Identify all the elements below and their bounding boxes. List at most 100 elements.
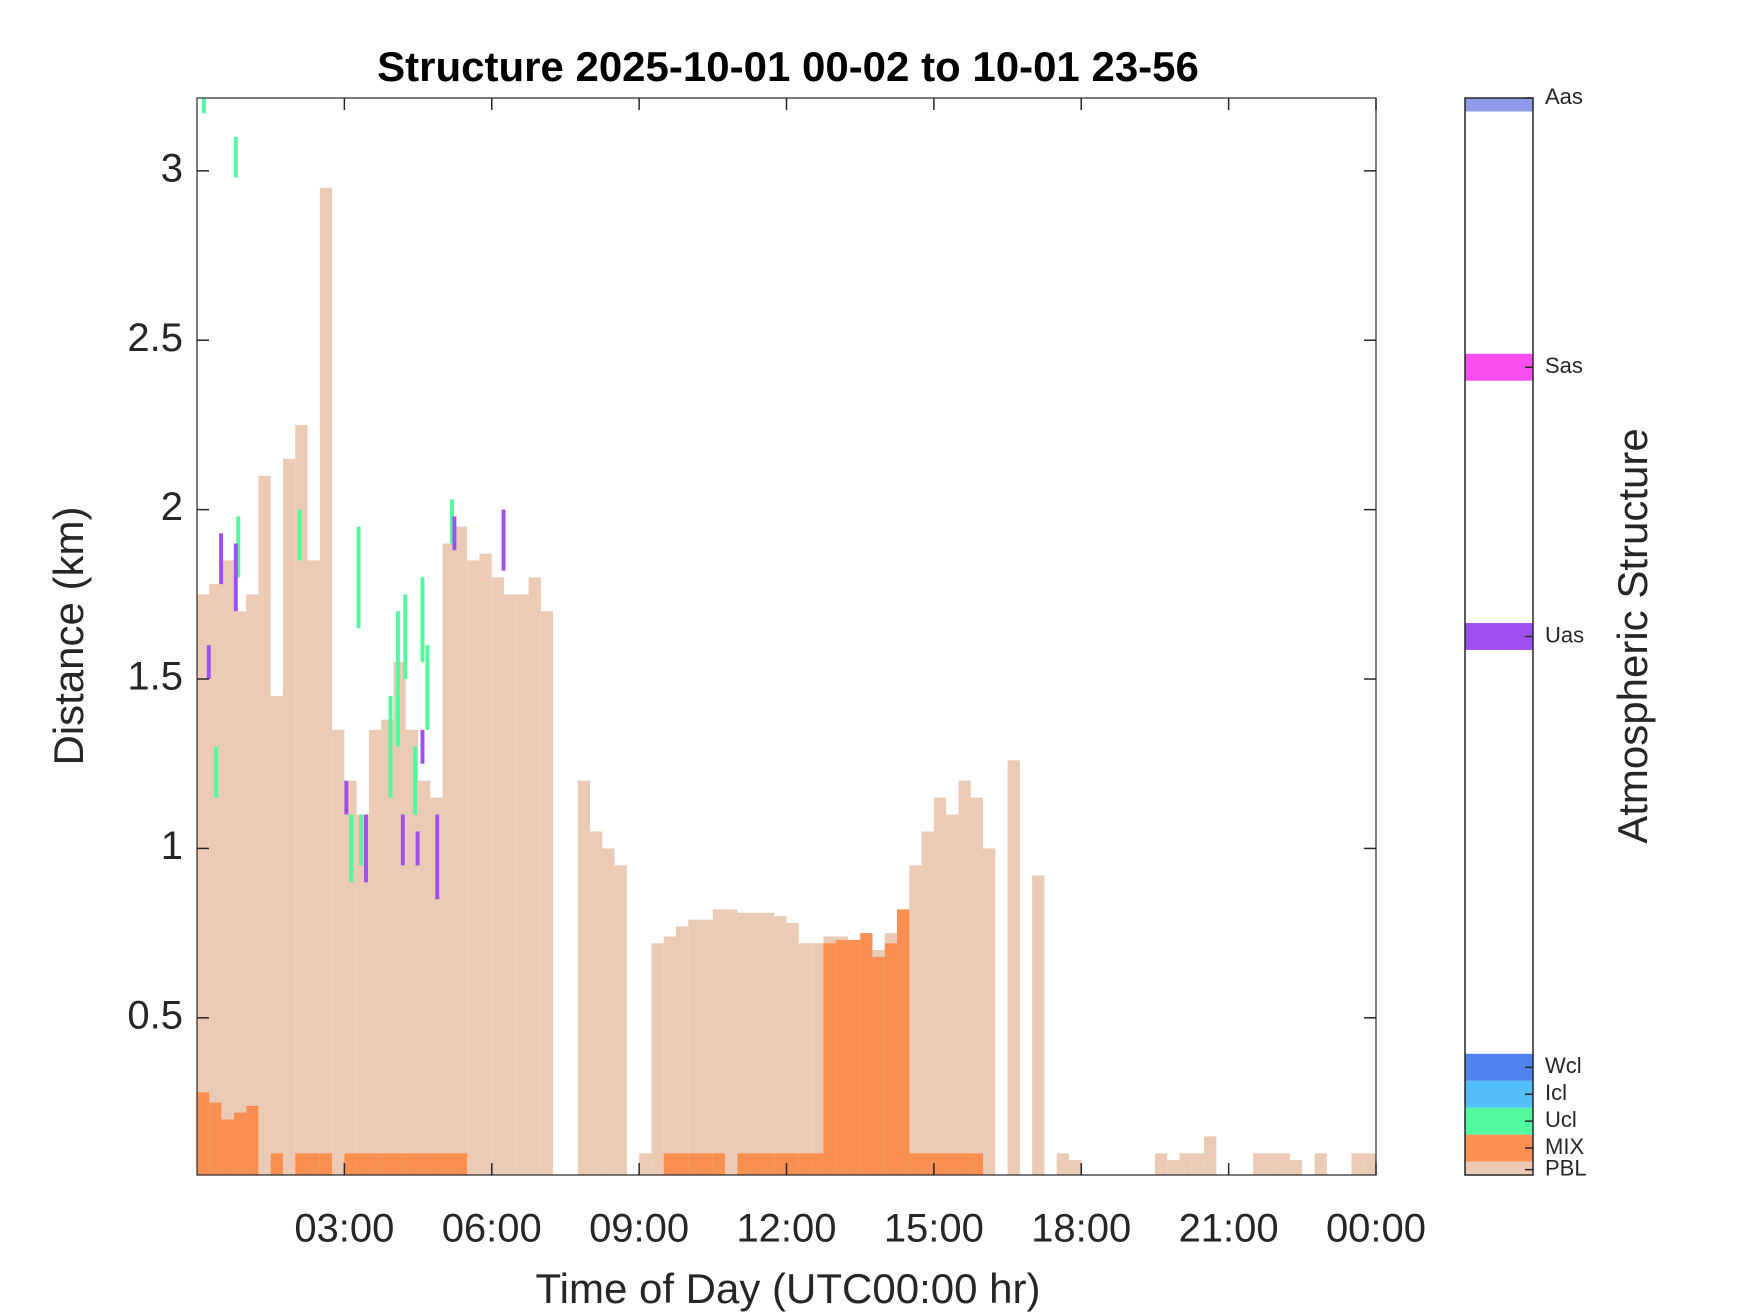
structure-bar — [970, 1153, 983, 1175]
x-tick-label: 06:00 — [442, 1207, 542, 1251]
structure-bar — [393, 1153, 406, 1175]
structure-bar — [1032, 875, 1045, 1175]
structure-bar — [675, 926, 689, 1175]
structure-bar — [798, 1153, 812, 1175]
structure-bar — [491, 577, 505, 1175]
structure-bar — [897, 909, 910, 1175]
colorbar-band — [1465, 1053, 1533, 1081]
structure-bar — [811, 1153, 824, 1175]
structure-segment — [403, 594, 408, 680]
structure-bar — [282, 458, 296, 1175]
structure-bar — [651, 943, 664, 1175]
y-tick-label: 3 — [161, 146, 183, 190]
structure-bar — [737, 912, 750, 1175]
structure-bar — [688, 919, 701, 1175]
structure-bar — [712, 909, 726, 1175]
structure-segment — [413, 746, 418, 815]
structure-bar — [798, 943, 812, 1175]
x-tick-label: 00:00 — [1326, 1207, 1426, 1251]
structure-bar — [946, 814, 959, 1175]
structure-bar — [430, 1153, 443, 1175]
x-tick-label: 21:00 — [1179, 1207, 1279, 1251]
colorbar-tick-label: Sas — [1545, 353, 1583, 378]
structure-bar — [823, 943, 836, 1175]
structure-bar — [307, 560, 320, 1175]
structure-bar — [909, 1153, 922, 1175]
structure-bar — [700, 919, 713, 1175]
structure-bar — [921, 1153, 934, 1175]
structure-bar — [675, 1153, 689, 1175]
structure-bar — [516, 594, 529, 1175]
structure-bar — [540, 611, 554, 1175]
structure-bar — [295, 424, 308, 1175]
structure-bar — [835, 939, 848, 1175]
x-tick-label: 12:00 — [736, 1207, 836, 1251]
chart-title: Structure 2025-10-01 00-02 to 10-01 23-5… — [377, 43, 1199, 90]
structure-bar — [946, 1153, 959, 1175]
structure-segment — [449, 499, 454, 544]
structure-bar — [405, 1153, 419, 1175]
structure-bar — [528, 577, 541, 1175]
structure-bar — [430, 797, 443, 1175]
structure-bar — [405, 729, 419, 1175]
structure-bar — [970, 797, 983, 1175]
colorbar-band — [1465, 1134, 1533, 1162]
structure-segment — [395, 611, 400, 747]
structure-bar — [1179, 1153, 1192, 1175]
structure-bar — [1314, 1153, 1327, 1175]
structure-segment — [364, 814, 368, 883]
structure-bar — [504, 594, 517, 1175]
structure-bar — [983, 848, 996, 1175]
structure-segment — [435, 814, 440, 900]
y-axis-label: Distance (km) — [45, 506, 92, 765]
structure-bar — [847, 939, 861, 1175]
structure-bar — [209, 1102, 222, 1175]
structure-bar — [1265, 1153, 1278, 1175]
structure-bar — [1204, 1136, 1217, 1175]
structure-segment — [344, 780, 349, 815]
structure-bar — [270, 1153, 283, 1175]
colorbar-tick-label: Icl — [1545, 1080, 1567, 1105]
x-tick-label: 18:00 — [1031, 1207, 1131, 1251]
structure-bar — [381, 719, 394, 1175]
colorbar-band — [1465, 1107, 1533, 1135]
structure-bar — [454, 526, 468, 1175]
structure-bar — [860, 933, 873, 1175]
structure-segment — [425, 645, 430, 730]
y-tick-label: 1 — [161, 824, 183, 868]
structure-bar — [725, 909, 738, 1175]
structure-bar — [1290, 1160, 1303, 1175]
structure-segment — [214, 746, 219, 798]
structure-bar — [737, 1153, 750, 1175]
structure-bar — [197, 1092, 210, 1175]
structure-bar — [246, 594, 259, 1175]
structure-segment — [415, 831, 420, 866]
structure-bar — [295, 1153, 308, 1175]
structure-bar — [639, 1153, 652, 1175]
structure-segment — [219, 533, 224, 585]
structure-segment — [349, 814, 354, 883]
structure-bar — [872, 956, 885, 1175]
colorbar-label: Atmospheric Structure — [1609, 428, 1656, 844]
y-tick-label: 2.5 — [127, 316, 183, 360]
structure-segment — [297, 509, 302, 561]
structure-segment — [452, 516, 457, 551]
structure-bar — [356, 1153, 369, 1175]
structure-segment — [236, 516, 241, 578]
structure-bar — [368, 1153, 382, 1175]
structure-segment — [201, 98, 206, 114]
colorbar-tick-label: PBL — [1545, 1155, 1587, 1180]
structure-bar — [749, 912, 762, 1175]
structure-bar — [933, 1153, 947, 1175]
structure-bar — [614, 865, 627, 1175]
x-tick-label: 15:00 — [884, 1207, 984, 1251]
structure-bar — [209, 584, 222, 1175]
structure-bar — [197, 594, 210, 1175]
colorbar-band — [1465, 353, 1533, 381]
structure-segment — [206, 645, 211, 680]
structure-bar — [1351, 1153, 1364, 1175]
structure-bar — [774, 916, 787, 1175]
structure-segment — [420, 729, 425, 764]
structure-segment — [501, 509, 506, 571]
structure-bar — [602, 848, 615, 1175]
